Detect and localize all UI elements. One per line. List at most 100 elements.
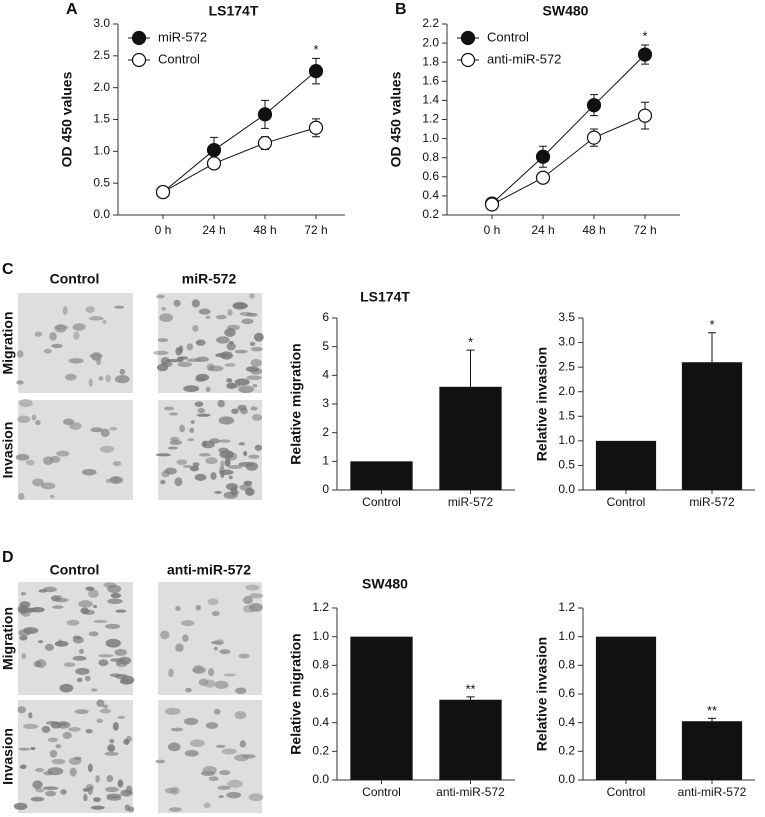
y-axis-label: Relative migration — [288, 633, 304, 754]
cell-blob — [215, 744, 226, 748]
cell-blob — [18, 747, 30, 751]
column-label: anti-miR-572 — [167, 562, 251, 578]
section-title: LS174T — [360, 289, 410, 305]
y-tick-label: 0.4 — [312, 715, 329, 729]
cell-blob — [217, 785, 231, 790]
cell-blob — [32, 478, 45, 487]
cell-blob — [232, 302, 248, 309]
row-label: Migration — [0, 312, 16, 375]
cell-blob — [18, 399, 33, 408]
cell-blob — [119, 678, 134, 685]
cell-blob — [223, 673, 236, 677]
cell-blob — [102, 704, 109, 709]
y-tick-label: 0.8 — [558, 658, 575, 672]
y-tick-label: 1.0 — [93, 144, 110, 158]
cell-blob — [254, 444, 262, 451]
cell-blob — [205, 315, 211, 319]
cell-blob — [25, 459, 35, 466]
y-tick-label: 0.6 — [558, 686, 575, 700]
legend-marker — [131, 52, 147, 68]
cell-blob — [219, 450, 234, 459]
cell-blob — [238, 385, 254, 394]
cell-blob — [224, 328, 236, 337]
cell-blob — [248, 603, 263, 612]
cell-blob — [184, 750, 199, 757]
cell-blob — [189, 427, 195, 433]
x-tick-label: Control — [362, 495, 401, 509]
cell-blob — [164, 467, 177, 475]
cell-blob — [175, 347, 183, 356]
cell-blob — [243, 480, 253, 486]
cell-blob — [213, 646, 218, 651]
cell-blob — [186, 343, 194, 351]
cell-blob — [234, 711, 247, 720]
cell-blob — [107, 598, 123, 605]
cell-blob — [155, 294, 165, 299]
micrograph — [158, 582, 264, 695]
cell-blob — [227, 464, 243, 470]
cell-blob — [198, 453, 211, 457]
row-label: Invasion — [0, 728, 16, 785]
cell-blob — [88, 589, 99, 598]
y-tick-label: 2.0 — [93, 80, 110, 94]
cell-blob — [228, 475, 233, 480]
cell-blob — [62, 305, 68, 315]
cell-blob — [51, 343, 63, 349]
cell-blob — [221, 748, 237, 755]
cell-blob — [109, 738, 115, 744]
cell-blob — [96, 718, 104, 723]
cell-blob — [35, 767, 45, 773]
row-label: Migration — [0, 607, 16, 670]
cell-blob — [184, 717, 199, 726]
cell-blob — [88, 631, 99, 637]
cell-blob — [220, 460, 225, 469]
cell-blob — [19, 635, 28, 641]
point — [637, 108, 653, 123]
cell-blob — [85, 306, 95, 313]
y-axis-label: OD 450 values — [59, 71, 75, 167]
cell-blob — [62, 731, 72, 740]
cell-blob — [95, 775, 100, 783]
y-tick-label: 2.5 — [558, 359, 575, 373]
cell-blob — [167, 446, 178, 450]
cell-blob — [155, 453, 171, 457]
cell-blob — [153, 350, 169, 355]
error-bar — [708, 717, 716, 722]
point — [637, 47, 653, 62]
cell-blob — [186, 358, 202, 363]
cell-blob — [54, 640, 69, 647]
cell-blob — [249, 293, 255, 299]
cell-blob — [163, 406, 175, 411]
cell-blob — [85, 586, 95, 591]
cell-blob — [117, 715, 126, 719]
error-bar — [466, 349, 475, 387]
cell-blob — [88, 378, 93, 387]
cell-blob — [30, 606, 45, 613]
cell-blob — [176, 356, 184, 363]
cell-blob — [195, 340, 202, 345]
cell-blob — [230, 486, 238, 496]
micrograph — [13, 699, 135, 813]
cell-blob — [173, 299, 181, 307]
point — [308, 64, 324, 79]
cell-blob — [114, 374, 130, 384]
cell-blob — [105, 623, 121, 629]
micrograph — [153, 293, 264, 394]
cell-blob — [194, 401, 204, 407]
cell-blob — [15, 453, 30, 461]
cell-blob — [90, 352, 102, 361]
cell-blob — [203, 802, 211, 809]
cell-blob — [238, 653, 250, 659]
error-bar — [708, 332, 716, 363]
cell-blob — [180, 619, 195, 627]
cell-blob — [104, 786, 119, 793]
legend-label: Control — [487, 29, 529, 44]
cell-blob — [54, 324, 67, 333]
cell-blob — [252, 384, 258, 388]
cell-blob — [253, 332, 264, 342]
y-tick-label: 1.2 — [422, 112, 439, 126]
y-tick-label: 2 — [322, 425, 329, 439]
cell-blob — [106, 478, 111, 484]
cell-blob — [123, 738, 130, 745]
cell-blob — [98, 376, 104, 381]
